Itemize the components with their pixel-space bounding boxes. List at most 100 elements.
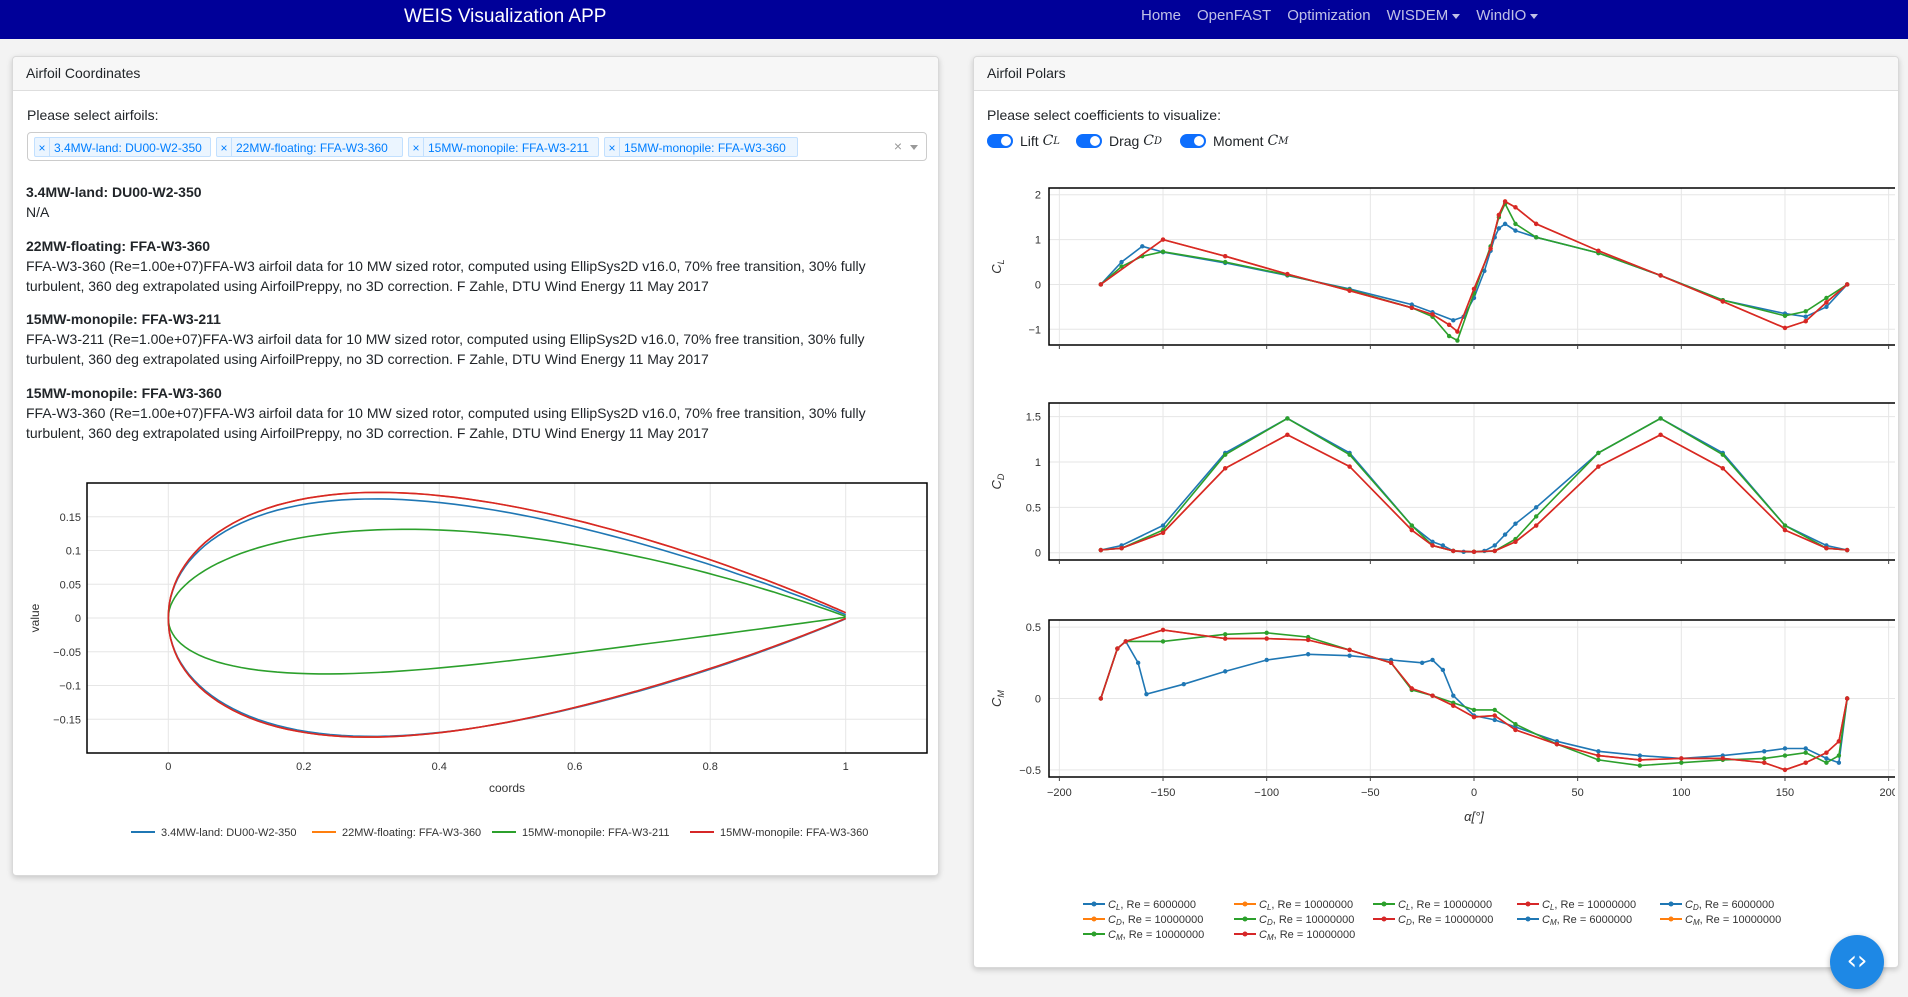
toggle-symbol: C bbox=[1143, 133, 1154, 149]
x-tick-label: 100 bbox=[1672, 787, 1690, 799]
polar-data-point bbox=[1836, 739, 1842, 744]
polar-data-point bbox=[1782, 527, 1788, 533]
x-tick-label: 0 bbox=[1471, 787, 1477, 799]
polar-data-point bbox=[1440, 543, 1446, 548]
toggle-label: Drag bbox=[1109, 133, 1140, 149]
toggle-symbol: C bbox=[1267, 133, 1279, 149]
polar-data-point bbox=[1409, 523, 1415, 528]
polar-data-point bbox=[1430, 543, 1435, 548]
polar-data-point bbox=[1803, 760, 1808, 765]
legend-symbol: C bbox=[1259, 914, 1267, 926]
polar-data-point bbox=[1440, 667, 1446, 673]
polar-data-point bbox=[1347, 653, 1352, 658]
nav-optimization[interactable]: Optimization bbox=[1287, 7, 1371, 24]
y-tick-label: −0.15 bbox=[53, 714, 81, 726]
legend-label: CD, Re = 10000000 bbox=[1259, 914, 1354, 927]
subplot-y-title: CD bbox=[989, 473, 1006, 489]
toggle-switch[interactable] bbox=[987, 134, 1013, 148]
subplot-y-title: CM bbox=[989, 690, 1006, 707]
legend-label: CL, Re = 10000000 bbox=[1542, 899, 1636, 912]
airfoil-series-line bbox=[167, 491, 846, 738]
polar-data-point bbox=[1824, 756, 1829, 761]
remove-tag-icon[interactable]: × bbox=[35, 138, 50, 156]
legend-rest: , Re = 10000000 bbox=[1274, 929, 1356, 941]
polar-data-point bbox=[1533, 505, 1539, 510]
polar-data-point bbox=[1430, 693, 1435, 698]
legend-label: CM, Re = 10000000 bbox=[1108, 929, 1204, 942]
airfoil-multiselect[interactable]: × 3.4MW-land: DU00-W2-350 × 22MW-floating:… bbox=[27, 132, 927, 161]
polar-data-point bbox=[1098, 696, 1104, 701]
nav-openfast[interactable]: OpenFAST bbox=[1197, 7, 1272, 24]
selected-airfoil-tag[interactable]: × 22MW-floating: FFA-W3-360 bbox=[216, 137, 403, 157]
nav-windio-dropdown[interactable]: WindIO bbox=[1476, 7, 1539, 24]
polar-data-point bbox=[1285, 416, 1290, 421]
polar-data-point bbox=[1098, 547, 1104, 553]
airfoil-coordinates-chart[interactable]: 0 0.2 0.4 0.6 0.8 1 0.15 0.1 0.05 0 −0.05 −0.1 −0.15… bbox=[14, 470, 934, 840]
polar-data-point bbox=[1446, 322, 1452, 328]
y-title-subscript: D bbox=[996, 473, 1006, 480]
legend-symbol: C bbox=[1398, 914, 1406, 926]
remove-tag-icon[interactable]: × bbox=[409, 138, 424, 156]
polar-data-point bbox=[1492, 713, 1497, 718]
polar-data-point bbox=[1471, 714, 1477, 720]
legend-symbol: C bbox=[1259, 899, 1267, 911]
remove-tag-icon[interactable]: × bbox=[605, 138, 620, 156]
polar-data-point bbox=[1513, 521, 1518, 526]
legend-marker bbox=[1242, 916, 1248, 922]
nav-wisdem-dropdown[interactable]: WISDEM bbox=[1387, 7, 1461, 24]
x-tick-label: 0 bbox=[165, 761, 171, 773]
polar-data-point bbox=[1844, 696, 1850, 701]
selected-airfoil-tag[interactable]: × 15MW-monopile: FFA-W3-211 bbox=[408, 137, 599, 157]
app-brand[interactable]: WEIS Visualization APP bbox=[404, 6, 607, 27]
polar-data-point bbox=[1803, 319, 1808, 324]
legend-rest: , Re = 10000000 bbox=[1554, 899, 1636, 911]
nav-home[interactable]: Home bbox=[1141, 7, 1182, 24]
polar-data-point bbox=[1533, 514, 1539, 519]
legend-subscript: M bbox=[1116, 933, 1123, 942]
legend-marker bbox=[1242, 901, 1248, 907]
toggle-switch[interactable] bbox=[1076, 134, 1102, 148]
airfoil-description: 15MW-monopile: FFA-W3-360 FFA-W3-360 (Re… bbox=[26, 383, 926, 443]
x-tick-label: 0.6 bbox=[567, 761, 582, 773]
polar-data-point bbox=[1554, 741, 1560, 747]
selected-airfoil-tag[interactable]: × 15MW-monopile: FFA-W3-360 bbox=[604, 137, 798, 157]
polar-data-point bbox=[1533, 523, 1539, 528]
selected-airfoil-tag[interactable]: × 3.4MW-land: DU00-W2-350 bbox=[34, 137, 211, 157]
subplot-frame bbox=[1048, 402, 1895, 561]
dropdown-arrow-icon[interactable] bbox=[910, 145, 918, 150]
polar-data-point bbox=[1264, 630, 1269, 636]
legend-marker bbox=[1668, 901, 1674, 907]
remove-tag-icon[interactable]: × bbox=[217, 138, 232, 156]
polar-data-point bbox=[1264, 636, 1269, 641]
legend-label: CM, Re = 10000000 bbox=[1685, 914, 1781, 927]
polar-data-point bbox=[1285, 271, 1290, 277]
polar-data-point bbox=[1782, 325, 1788, 331]
y-tick-label: 2 bbox=[1035, 190, 1041, 202]
tag-label: 15MW-monopile: FFA-W3-211 bbox=[428, 141, 589, 155]
polar-data-point bbox=[1596, 749, 1601, 754]
legend-subscript: L bbox=[1267, 903, 1271, 912]
polar-data-point bbox=[1596, 464, 1601, 469]
polar-data-point bbox=[1446, 333, 1452, 339]
y-tick-label: 1 bbox=[1035, 457, 1041, 469]
y-tick-label: 0.5 bbox=[1026, 622, 1041, 634]
x-tick-label: 1 bbox=[843, 761, 849, 773]
airfoil-description-title: 3.4MW-land: DU00-W2-350 bbox=[26, 184, 202, 200]
card-title: Airfoil Coordinates bbox=[13, 57, 938, 91]
nav-menu: Home OpenFAST Optimization WISDEM WindIO bbox=[1141, 7, 1539, 24]
legend-subscript: L bbox=[1406, 903, 1410, 912]
clear-selection-icon[interactable]: × bbox=[893, 138, 902, 154]
polar-data-point bbox=[1451, 693, 1456, 698]
code-toggle-button[interactable]: ‹› bbox=[1830, 935, 1884, 989]
polar-data-point bbox=[1409, 686, 1415, 691]
polar-data-point bbox=[1836, 753, 1842, 758]
polar-data-point bbox=[1160, 237, 1166, 242]
legend-symbol: C bbox=[1259, 929, 1267, 941]
polar-data-point bbox=[1720, 756, 1725, 761]
toggle-switch[interactable] bbox=[1180, 134, 1206, 148]
polar-data-point bbox=[1596, 450, 1601, 456]
